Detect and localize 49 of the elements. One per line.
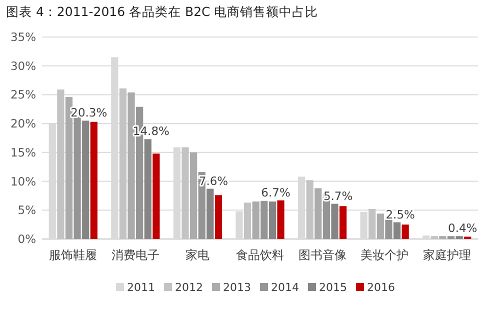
y-tick-label: 30% (10, 58, 36, 73)
y-tick-label: 0% (18, 232, 36, 246)
data-label: 6.7% (261, 185, 290, 200)
bar (82, 120, 90, 239)
bar (422, 236, 430, 239)
bar (252, 201, 260, 239)
y-tick-label: 10% (10, 174, 36, 188)
bar (190, 152, 198, 239)
y-tick-label: 15% (10, 145, 36, 160)
bar (456, 236, 463, 239)
bar (447, 236, 455, 239)
bar (206, 188, 214, 239)
bar (385, 219, 392, 239)
legend-label: 2012 (175, 281, 203, 294)
bar (144, 139, 152, 239)
data-label: 2.5% (386, 207, 416, 222)
legend-label: 2011 (127, 281, 155, 294)
bar (277, 200, 284, 239)
bar (439, 236, 446, 239)
bar (128, 92, 135, 239)
bar (268, 201, 276, 239)
bar (331, 204, 338, 239)
x-tick-label: 图书音像 (298, 248, 346, 262)
bar (214, 195, 222, 239)
bar (393, 222, 401, 239)
bar (314, 188, 322, 239)
bar (260, 200, 268, 239)
bar (376, 214, 384, 239)
bar (90, 122, 98, 239)
x-tick-label: 家庭护理 (422, 248, 471, 262)
chart-title: 图表 4：2011-2016 各品类在 B2C 电商销售额中占比 (6, 4, 318, 19)
bar (339, 206, 347, 239)
x-tick-label: 食品饮料 (236, 248, 284, 262)
x-tick-label: 服饰鞋履 (49, 248, 98, 262)
y-tick-label: 25% (10, 88, 36, 102)
y-tick-label: 5% (18, 203, 36, 218)
legend-label: 2014 (271, 281, 299, 294)
legend-label: 2013 (223, 281, 251, 294)
bar (65, 97, 73, 239)
data-label: 0.4% (448, 221, 478, 236)
legend-label: 2015 (319, 281, 347, 294)
x-tick-label: 家电 (186, 248, 210, 262)
x-tick-label: 消费电子 (111, 248, 160, 262)
bar (402, 224, 409, 239)
y-tick-label: 20% (10, 116, 36, 131)
x-tick-label: 美妆个护 (360, 248, 409, 262)
y-tick-label: 35% (10, 30, 36, 44)
legend-label: 2016 (367, 281, 395, 294)
bar (152, 154, 160, 239)
